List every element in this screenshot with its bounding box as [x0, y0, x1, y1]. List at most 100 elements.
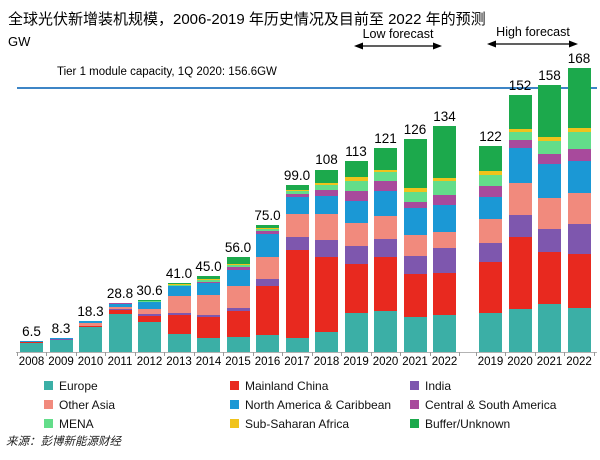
bar-segment-sub-saharan-africa: [567, 128, 591, 133]
bar-segment-sub-saharan-africa: [167, 284, 191, 285]
bar-segment-central-south-america: [197, 281, 220, 283]
x-axis-year-label: 2017: [284, 356, 310, 368]
bar-segment-mainland-china: [567, 253, 591, 309]
bar-segment-buffer-unknown: [344, 161, 368, 178]
x-axis-tick: [505, 352, 506, 356]
bar-segment-north-america-caribbean: [538, 164, 561, 199]
bar-total-label: 168: [567, 51, 591, 67]
bar-segment-sub-saharan-africa: [226, 263, 250, 266]
x-axis-tick: [193, 352, 195, 356]
x-axis-line: [16, 352, 597, 353]
bar-segment-other-asia: [49, 338, 73, 340]
high-forecast-label: High forecast: [496, 25, 570, 39]
stacked-bar-history-low-forecast-2014: [197, 276, 220, 352]
bar-segment-buffer-unknown: [374, 147, 397, 170]
bar-segment-other-asia: [374, 215, 397, 239]
bar-segment-central-south-america: [226, 267, 250, 270]
x-axis-year-label: 2008: [18, 356, 45, 368]
bar-segment-europe: [256, 335, 279, 352]
bar-segment-europe: [374, 310, 397, 352]
bar-segment-sub-saharan-africa: [508, 128, 532, 133]
stacked-bar-high-forecast-2021: [538, 85, 561, 352]
bar-segment-india: [138, 314, 161, 316]
bar-segment-india: [256, 278, 279, 287]
x-axis-tick: [223, 352, 224, 356]
x-axis-tick: [282, 352, 283, 356]
stacked-bar-high-forecast-2022: [567, 68, 591, 352]
x-axis-year-label: 2022: [431, 356, 458, 368]
bar-segment-mainland-china: [108, 309, 132, 314]
bar-segment-north-america-caribbean: [108, 303, 132, 307]
legend-swatch-icon: [410, 400, 419, 409]
bar-segment-sub-saharan-africa: [285, 189, 309, 191]
bar-segment-india: [285, 237, 309, 250]
x-axis-tick: [311, 352, 313, 356]
legend-swatch-icon: [44, 400, 53, 409]
bar-total-label: 108: [315, 152, 338, 168]
bar-segment-mainland-china: [79, 325, 102, 327]
bar-total-label: 134: [433, 108, 456, 124]
x-axis-tick: [564, 352, 565, 356]
bar-segment-india: [197, 315, 220, 317]
stacked-bar-history-low-forecast-2018: [315, 169, 338, 352]
bar-segment-europe: [403, 316, 427, 352]
bar-total-label: 126: [403, 122, 427, 138]
x-axis-year-label: 2014: [195, 356, 222, 368]
low-forecast-label: Low forecast: [362, 27, 434, 41]
x-axis-year-label: 2015: [225, 356, 251, 368]
bar-segment-north-america-caribbean: [479, 196, 502, 220]
x-axis-tick: [46, 352, 47, 356]
bar-segment-india: [374, 238, 397, 257]
bar-segment-north-america-caribbean: [374, 190, 397, 216]
bar-total-label: 6.5: [22, 324, 41, 339]
bar-total-label: 8.3: [51, 320, 71, 336]
bar-segment-europe: [197, 338, 220, 352]
legend-swatch-icon: [230, 381, 239, 390]
bar-segment-sub-saharan-africa: [433, 177, 456, 182]
bar-segment-europe: [79, 326, 102, 352]
bar-segment-mainland-china: [167, 314, 191, 335]
bar-segment-buffer-unknown: [403, 139, 427, 189]
bar-segment-central-south-america: [285, 193, 309, 198]
x-axis-year-label: 2010: [77, 356, 104, 368]
bar-total-label: 152: [508, 78, 532, 94]
x-axis-tick: [459, 352, 460, 356]
bar-segment-sub-saharan-africa: [256, 227, 279, 229]
legend-label: Mainland China: [245, 378, 329, 393]
y-axis-unit-label: GW: [8, 34, 31, 49]
source-label: 来源：彭博新能源财经: [6, 436, 121, 448]
bar-segment-india: [479, 243, 502, 263]
tier1-capacity-annotation: Tier 1 module capacity, 1Q 2020: 156.6GW: [57, 66, 277, 78]
bar-segment-central-south-america: [538, 154, 561, 165]
bar-segment-mena: [374, 172, 397, 181]
bar-segment-india: [433, 248, 456, 273]
stacked-bar-history-low-forecast-2017: [285, 184, 309, 352]
bar-total-label: 99.0: [283, 167, 311, 183]
legend: Europe Mainland China India Other Asia North…: [44, 376, 594, 433]
bar-segment-north-america-caribbean: [79, 321, 102, 324]
legend-label: North America & Caribbean: [245, 397, 392, 412]
x-axis-year-label: 2009: [48, 356, 74, 368]
bar-segment-north-america-caribbean: [567, 161, 591, 194]
legend-swatch-icon: [44, 419, 53, 428]
stacked-bar-history-low-forecast-2021: [403, 139, 427, 352]
bar-total-label: 56.0: [224, 240, 252, 256]
chart-title: 全球光伏新增装机规模，2006-2019 年历史情况及目前至 2022 年的预测: [8, 11, 486, 28]
bar-segment-central-south-america: [374, 180, 397, 191]
x-axis-year-label: 2012: [136, 356, 163, 368]
bar-segment-mena: [479, 175, 502, 186]
bar-segment-other-asia: [403, 235, 427, 256]
bar-segment-buffer-unknown: [567, 68, 591, 129]
bar-segment-europe: [479, 313, 502, 352]
bar-segment-north-america-caribbean: [256, 233, 279, 258]
bar-segment-central-south-america: [479, 185, 502, 197]
bar-total-label: 158: [538, 67, 561, 83]
x-axis-tick: [75, 352, 77, 356]
stacked-bar-history-low-forecast-2016: [256, 225, 279, 352]
bar-segment-mainland-china: [285, 249, 309, 338]
bar-total-label: 41.0: [165, 265, 193, 281]
bar-segment-buffer-unknown: [508, 95, 532, 129]
x-axis-tick: [134, 352, 136, 356]
